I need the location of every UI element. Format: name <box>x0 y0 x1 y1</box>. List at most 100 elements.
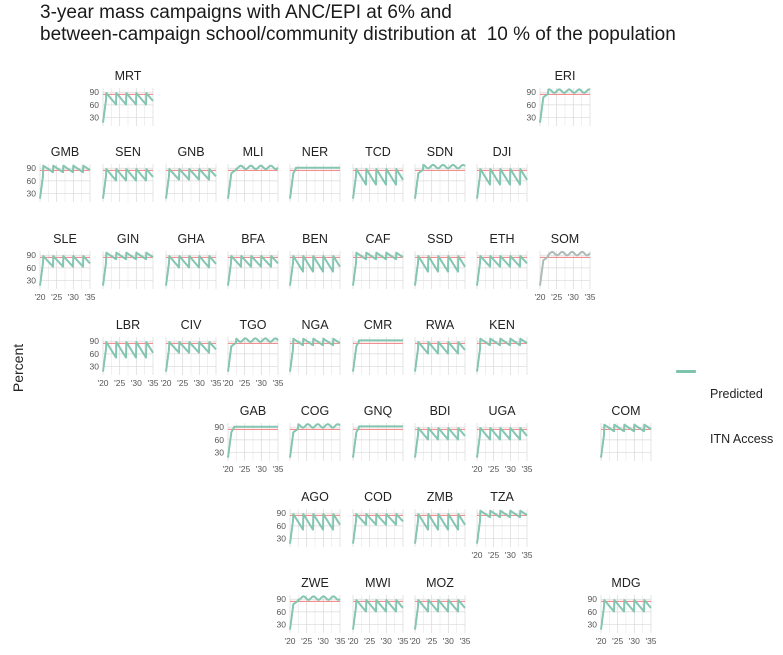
y-tick-label: 30 <box>277 620 287 630</box>
y-tick-label: 60 <box>277 521 287 531</box>
series-line-itn-access <box>414 599 466 630</box>
y-tick-label: 60 <box>27 263 37 273</box>
x-tick-label: '30 <box>568 292 579 302</box>
x-tick-label: '20 <box>222 464 233 474</box>
panel-title: NER <box>302 145 328 159</box>
series-line-itn-access <box>227 164 279 199</box>
panel-sen: SEN <box>102 145 154 202</box>
panel-nga: NGA <box>289 318 341 375</box>
panel-title: SSD <box>427 232 453 246</box>
panel-title: NGA <box>301 318 329 332</box>
x-tick-label: '30 <box>131 378 142 388</box>
y-tick-label: 90 <box>27 250 37 260</box>
x-tick-label: '25 <box>239 378 250 388</box>
y-tick-label: 90 <box>90 336 100 346</box>
y-tick-label: 60 <box>90 100 100 110</box>
x-tick-label: '35 <box>397 636 408 646</box>
panel-eri: ERI 30 60 90 <box>527 69 591 126</box>
x-tick-label: '35 <box>272 378 283 388</box>
x-tick-label: '35 <box>334 636 345 646</box>
panel-som: SOM '20 '25 '30 '35 <box>534 232 595 302</box>
chart-title-line-1: 3-year mass campaigns with ANC/EPI at 6%… <box>40 2 452 23</box>
x-tick-label: '20 <box>284 636 295 646</box>
series-line-itn-access <box>352 251 404 286</box>
y-tick-label: 60 <box>588 607 598 617</box>
panel-title: GIN <box>117 232 139 246</box>
panel-title: SOM <box>551 232 579 246</box>
panel-ago: AGO 30 60 90 <box>277 490 341 547</box>
panel-title: MOZ <box>426 576 454 590</box>
series-line-itn-access <box>165 255 217 286</box>
panel-tza: TZA '20 '25 '30 '35 <box>471 490 532 560</box>
panel-title: RWA <box>426 318 455 332</box>
panel-mwi: MWI '20 '25 '30 '35 <box>347 576 408 646</box>
series-line-itn-access <box>414 427 466 458</box>
x-tick-label: '20 <box>97 378 108 388</box>
series-line-itn-access <box>289 166 341 199</box>
x-tick-label: '35 <box>521 550 532 560</box>
panel-title: DJI <box>493 145 512 159</box>
panel-sle: SLE 30 60 90 '20 '25 '30 '35 <box>27 232 96 302</box>
panel-title: CAF <box>366 232 391 246</box>
panel-sdn: SDN <box>414 145 466 202</box>
y-tick-label: 60 <box>277 607 287 617</box>
panel-civ: CIV '20 '25 '30 '35 <box>160 318 221 388</box>
panel-lbr: LBR 30 60 90 '20 '25 '30 '35 <box>90 318 159 388</box>
chart-title-line-2: between-campaign school/community distri… <box>40 24 676 45</box>
panel-zmb: ZMB <box>414 490 466 547</box>
panel-title: ETH <box>490 232 515 246</box>
x-tick-label: '30 <box>505 550 516 560</box>
panel-title: BEN <box>302 232 328 246</box>
legend-swatch <box>676 370 696 373</box>
panel-zwe: ZWE 30 60 90 '20 '25 '30 '35 <box>277 576 346 646</box>
series-line-itn-access <box>227 425 279 458</box>
panel-ken: KEN <box>476 318 528 375</box>
series-line-itn-access <box>289 595 341 630</box>
x-tick-label: '30 <box>505 464 516 474</box>
series-line-itn-access <box>289 513 341 544</box>
panel-title: TZA <box>490 490 514 504</box>
series-line-itn-access <box>476 509 528 544</box>
panel-title: ZWE <box>301 576 329 590</box>
panel-cod: COD <box>352 490 404 547</box>
x-tick-label: '35 <box>459 636 470 646</box>
y-tick-label: 90 <box>277 594 287 604</box>
panel-title: SDN <box>427 145 453 159</box>
panel-rwa: RWA <box>414 318 466 375</box>
series-line-itn-access <box>476 337 528 372</box>
x-tick-label: '20 <box>471 464 482 474</box>
panel-moz: MOZ '20 '25 '30 '35 <box>409 576 470 646</box>
panel-eth: ETH <box>476 232 528 289</box>
panel-title: ZMB <box>427 490 453 504</box>
panel-mli: MLI <box>227 145 279 202</box>
series-line-itn-access <box>476 255 528 286</box>
y-tick-label: 90 <box>277 508 287 518</box>
y-tick-label: 90 <box>527 87 537 97</box>
panel-title: TGO <box>239 318 266 332</box>
x-tick-label: '25 <box>426 636 437 646</box>
x-tick-label: '25 <box>51 292 62 302</box>
x-tick-label: '30 <box>318 636 329 646</box>
x-tick-label: '35 <box>584 292 595 302</box>
x-tick-label: '25 <box>612 636 623 646</box>
panel-title: UGA <box>488 404 516 418</box>
x-tick-label: '30 <box>256 378 267 388</box>
y-tick-label: 30 <box>27 276 37 286</box>
panel-title: MLI <box>243 145 264 159</box>
y-tick-label: 30 <box>527 113 537 123</box>
series-line-itn-access <box>165 168 217 199</box>
series-line-itn-access <box>352 339 404 372</box>
panel-ner: NER <box>289 145 341 202</box>
panel-ben: BEN <box>289 232 341 289</box>
panel-caf: CAF <box>352 232 404 289</box>
panel-title: MWI <box>365 576 391 590</box>
legend-label: Predicted ITN Access <box>710 357 773 477</box>
x-tick-label: '20 <box>409 636 420 646</box>
series-line-itn-access <box>414 513 466 544</box>
series-line-itn-access <box>289 423 341 458</box>
panel-title: GNB <box>177 145 204 159</box>
series-line-itn-access <box>476 427 528 458</box>
panel-title: MDG <box>611 576 640 590</box>
panel-tcd: TCD <box>352 145 404 202</box>
x-tick-label: '35 <box>84 292 95 302</box>
